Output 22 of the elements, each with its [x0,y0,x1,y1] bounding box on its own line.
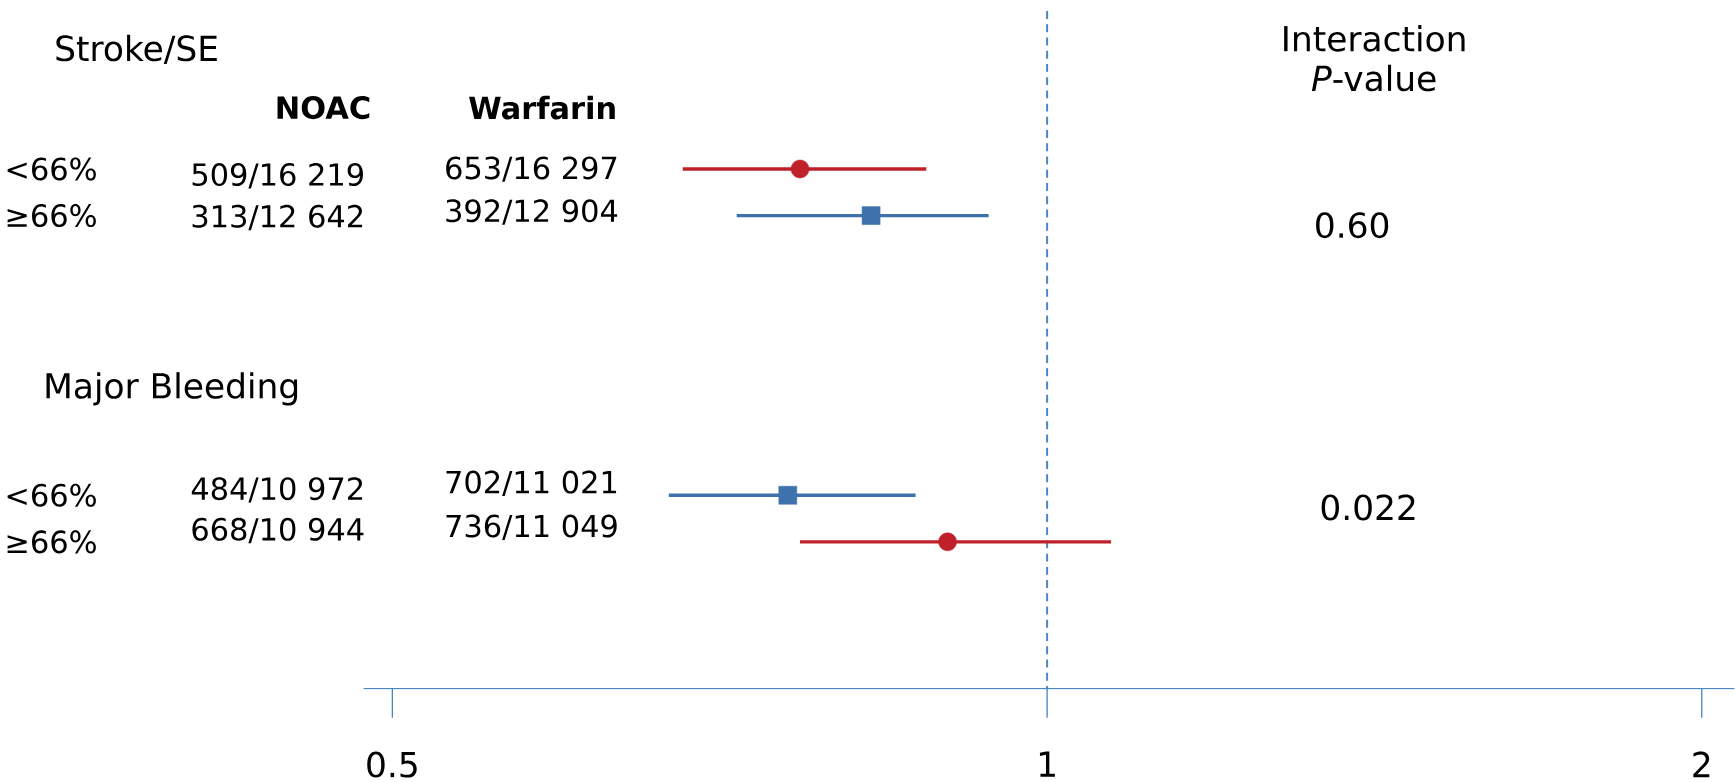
text: Interaction P-value [1284,25,1465,92]
annotation: 736/11 049 [446,514,617,540]
y-tick-label: <66% [7,483,96,507]
text: 484/10 972 [191,477,363,503]
annotation: 392/12 904 [446,199,618,225]
text: Major Bleeding [46,372,298,406]
annotation: 0.60 [1316,212,1389,239]
text: 313/12 642 [192,204,363,231]
y-tick-label: ≥66% [7,530,96,554]
text: Stroke/SE [56,34,217,65]
text: NOAC [277,96,370,120]
x-tick-label: 0.5 [367,751,417,778]
annotation: 702/11 021 [446,470,617,496]
x-tick-label: 2 [1693,751,1710,778]
annotation: 653/16 297 [446,156,617,182]
text: Warfarin [469,95,615,120]
annotation: 0.022 [1321,494,1415,521]
x-tick-label: 1 [1039,751,1055,777]
y-tick-label: ≥66% [7,204,96,228]
text: 668/10 944 [192,517,364,544]
y-tick-label: <66% [7,157,96,181]
text: 509/16 219 [192,163,363,189]
